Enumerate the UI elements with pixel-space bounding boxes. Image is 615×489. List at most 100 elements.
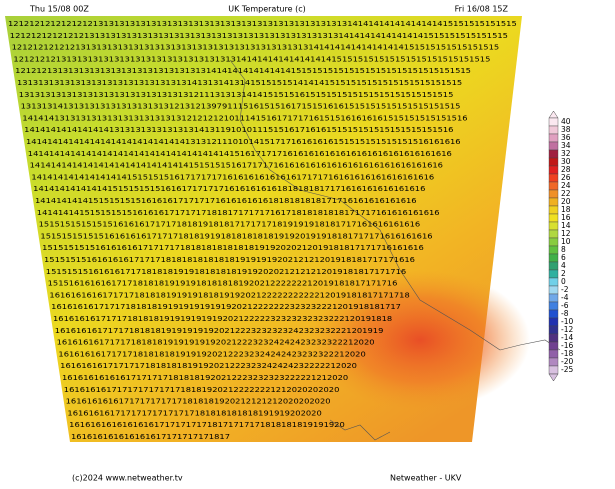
scale-label: 34 <box>561 141 571 150</box>
grid-row: 1212121313131313131313131313131313131414… <box>15 67 471 75</box>
scale-swatch <box>548 229 559 239</box>
scale-swatch <box>548 197 559 207</box>
scale-label: 10 <box>561 237 571 246</box>
grid-row: 1616161617171718181819191919191919202122… <box>51 303 401 311</box>
grid-row: 1515151516161616171717181818181818181919… <box>44 256 415 264</box>
grid-row: 1616161617171717181818181919202122232324… <box>60 362 357 370</box>
scale-swatch <box>548 117 559 127</box>
grid-row: 1414141414141414141414141414141515151516… <box>30 162 443 170</box>
scale-swatch <box>548 245 559 255</box>
scale-swatch <box>548 309 559 319</box>
scale-label: 14 <box>561 221 571 230</box>
scale-swatch <box>548 165 559 175</box>
scale-label: 38 <box>561 125 571 134</box>
scale-label: 12 <box>561 229 571 238</box>
scale-label: 40 <box>561 117 571 126</box>
scale-swatch <box>548 277 559 287</box>
grid-row: 1414141414141414131313131313131314131191… <box>24 126 453 134</box>
scale-swatch <box>548 237 559 247</box>
grid-row: 1616161617171717171717171818181818181919… <box>67 409 321 417</box>
scale-swatch <box>548 325 559 335</box>
scale-swatch <box>548 181 559 191</box>
scale-label: -4 <box>561 293 569 302</box>
warm-area <box>310 270 530 410</box>
grid-row: 1313131313131313131313131313131314131314… <box>17 79 462 87</box>
scale-label: 26 <box>561 173 571 182</box>
grid-row: 1515161616161717181818191919181818181920… <box>48 280 398 288</box>
scale-label: 30 <box>561 157 571 166</box>
scale-swatch <box>548 189 559 199</box>
scale-swatch <box>548 149 559 159</box>
scale-arrow-top <box>548 110 559 119</box>
scale-swatch <box>548 205 559 215</box>
scale-label: -10 <box>561 317 573 326</box>
grid-row: 1313131413131313131313131313121312139791… <box>21 103 461 111</box>
run-time: Thu 15/08 00Z <box>29 5 89 14</box>
scale-label: 2 <box>561 269 566 278</box>
scale-label: -14 <box>561 333 573 342</box>
grid-row: 1212121213131313131313131313131313131313… <box>13 55 490 63</box>
scale-swatch <box>548 301 559 311</box>
scale-swatch <box>548 133 559 143</box>
scale-swatch <box>548 357 559 367</box>
scale-swatch <box>548 341 559 351</box>
scale-label: -8 <box>561 309 569 318</box>
scale-label: -2 <box>561 285 569 294</box>
scale-swatch <box>548 317 559 327</box>
valid-time: Fri 16/08 15Z <box>455 5 509 14</box>
grid-row: 1616161617171718181819191919192021222323… <box>55 327 384 335</box>
grid-row: 1616161616161717171718181819202122232323… <box>62 374 348 382</box>
grid-row: 1616161616171717181818191919181819192021… <box>49 291 409 299</box>
scale-swatch <box>548 293 559 303</box>
scale-label: 28 <box>561 165 571 174</box>
scale-swatch <box>548 365 559 375</box>
scale-label: 36 <box>561 133 571 142</box>
scale-label: 24 <box>561 181 571 190</box>
grid-row: 1414141415151515151616161717171718181717… <box>37 209 440 217</box>
scale-swatch <box>548 269 559 279</box>
scale-swatch <box>548 285 559 295</box>
scale-label: -16 <box>561 341 573 350</box>
grid-row: 1414141414141414141515151516171717171616… <box>31 173 434 181</box>
grid-row: 1414141414141414141414141414141414141415… <box>28 150 452 158</box>
scale-swatch <box>548 125 559 135</box>
grid-row: 1616161617171718181818191919202122232324… <box>58 350 365 358</box>
grid-row: 1616161616161616171717171718171717171818… <box>69 421 345 429</box>
copyright: (c)2024 www.netweather.tv <box>72 474 183 483</box>
grid-row: 1515151515151616161617171718181919181818… <box>40 232 432 240</box>
scale-label: 32 <box>561 149 571 158</box>
scale-label: -6 <box>561 301 569 310</box>
scale-label: -18 <box>561 349 573 358</box>
scale-label: -12 <box>561 325 573 334</box>
scale-swatch <box>548 157 559 167</box>
grid-row: 1515151515161616161717171718181818181818… <box>42 244 424 252</box>
grid-row: 1616161617171718181819191919191920212222… <box>53 315 392 323</box>
scale-label: -20 <box>561 357 573 366</box>
scale-label: 20 <box>561 197 571 206</box>
scale-swatch <box>548 173 559 183</box>
scale-swatch <box>548 349 559 359</box>
grid-row: 1414141414141415151515151616171717171616… <box>33 185 425 193</box>
grid-row: 161616161616161617171717171817 <box>71 433 230 441</box>
scale-label: 18 <box>561 205 571 214</box>
grid-row: 1212121212121213131313131313131313131313… <box>10 32 508 40</box>
grid-row: 1414141313131313131313131313131212121210… <box>22 114 467 122</box>
scale-swatch <box>548 213 559 223</box>
scale-label: 0 <box>561 277 566 286</box>
scale-swatch <box>548 221 559 231</box>
grid-row: 1414141414141414141414141414141313121110… <box>26 138 461 146</box>
scale-swatch <box>548 141 559 151</box>
grid-row: 1414141414151515151516161617171717161616… <box>35 197 417 205</box>
scale-swatch <box>548 253 559 263</box>
grid-row: 1515151515151516161617171718181918181717… <box>39 221 421 229</box>
color-scale: 4038363432302826242220181614121086420-2-… <box>548 110 573 382</box>
scale-label: 16 <box>561 213 571 222</box>
model-name: Netweather - UKV <box>390 474 462 483</box>
grid-row: 1212121212121212131313131313131313131313… <box>8 20 517 28</box>
scale-label: 8 <box>561 245 566 254</box>
scale-swatch <box>548 261 559 271</box>
grid-row: 1515151516161617171818181919181818181919… <box>46 268 406 276</box>
grid-row: 1313131313131313131313131313131312111313… <box>19 91 454 99</box>
scale-arrow-bottom <box>548 373 559 382</box>
